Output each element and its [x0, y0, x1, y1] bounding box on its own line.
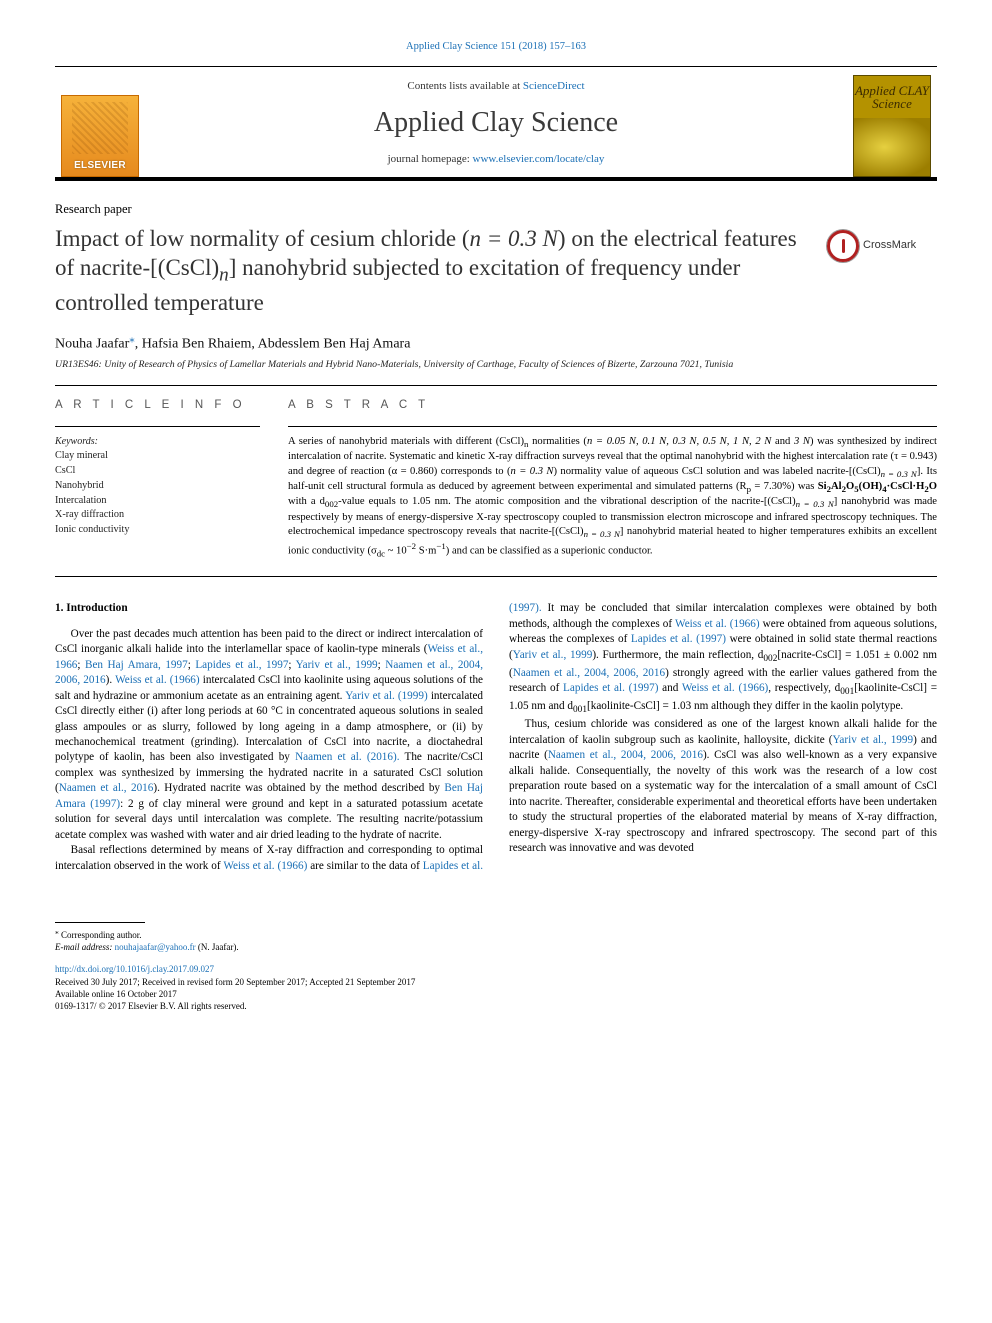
ref-link[interactable]: Lapides et al., 1997 — [195, 659, 288, 671]
para-3: Thus, cesium chloride was considered as … — [509, 717, 937, 856]
abstract-text: A series of nanohybrid materials with di… — [288, 435, 937, 560]
para-1: Over the past decades much attention has… — [55, 627, 483, 843]
authors-line: Nouha Jaafar⁎, Hafsia Ben Rhaiem, Abdess… — [55, 332, 937, 355]
ref-link[interactable]: Lapides et al. (1997) — [631, 633, 726, 645]
info-abstract-row: A R T I C L E I N F O Keywords: Clay min… — [55, 398, 937, 560]
masthead-center: Contents lists available at ScienceDirec… — [157, 73, 835, 176]
journal-cover-art — [854, 118, 930, 176]
journal-cover: Applied CLAY Science — [853, 75, 931, 177]
section-1-heading: 1. Introduction — [55, 601, 483, 617]
ref-link[interactable]: Naamen et al., 2004, 2006, 2016 — [513, 667, 665, 679]
author-1: Nouha Jaafar — [55, 336, 129, 351]
corresponding-author-note: ⁎ Corresponding author. — [55, 927, 937, 941]
contents-lists-prefix: Contents lists available at — [407, 80, 522, 92]
sciencedirect-link[interactable]: ScienceDirect — [523, 80, 585, 92]
rule-under-abstract-head — [288, 426, 937, 427]
ref-link[interactable]: Weiss et al. (1966) — [675, 618, 760, 630]
journal-cover-title: Applied CLAY Science — [854, 76, 930, 118]
ref-link[interactable]: Weiss et al. (1966) — [115, 674, 200, 686]
rule-above-info — [55, 385, 937, 386]
footer: ⁎ Corresponding author. E-mail address: … — [55, 922, 937, 1012]
body-columns: 1. Introduction Over the past decades mu… — [55, 601, 937, 874]
abstract-heading: A B S T R A C T — [288, 398, 937, 414]
affiliation: UR13ES46: Unity of Research of Physics o… — [55, 358, 937, 371]
issn-copyright: 0169-1317/ © 2017 Elsevier B.V. All righ… — [55, 1000, 937, 1012]
crossmark-label: CrossMark — [863, 238, 916, 253]
doi-link[interactable]: http://dx.doi.org/10.1016/j.clay.2017.09… — [55, 964, 214, 974]
running-header: Applied Clay Science 151 (2018) 157–163 — [55, 40, 937, 54]
ref-link[interactable]: Weiss et al. (1966) — [682, 682, 768, 694]
email-line: E-mail address: nouhajaafar@yahoo.fr (N.… — [55, 941, 937, 953]
crossmark-icon — [827, 230, 859, 262]
ref-link[interactable]: Yariv et al., 1999 — [832, 734, 913, 746]
paper-type: Research paper — [55, 201, 937, 218]
ref-link[interactable]: Ben Haj Amara, 1997 — [85, 659, 188, 671]
masthead: ELSEVIER Contents lists available at Sci… — [55, 66, 937, 180]
elsevier-logo: ELSEVIER — [61, 95, 139, 177]
journal-name: Applied Clay Science — [157, 104, 835, 142]
footer-rule — [55, 922, 145, 923]
keywords-list: Clay mineral CsCl Nanohybrid Intercalati… — [55, 449, 260, 538]
title-row: Impact of low normality of cesium chlori… — [55, 224, 937, 318]
article-title: Impact of low normality of cesium chlori… — [55, 224, 813, 318]
ref-link[interactable]: Naamen et al., 2004, 2006, 2016 — [548, 749, 703, 761]
ref-link[interactable]: Weiss et al. (1966) — [223, 860, 307, 872]
authors-rest: , Hafsia Ben Rhaiem, Abdesslem Ben Haj A… — [135, 336, 411, 351]
running-header-link[interactable]: Applied Clay Science 151 (2018) 157–163 — [406, 41, 586, 52]
elsevier-wordmark: ELSEVIER — [74, 157, 126, 176]
article-info-heading: A R T I C L E I N F O — [55, 398, 260, 414]
journal-homepage-prefix: journal homepage: — [388, 153, 473, 165]
rule-under-abstract — [55, 576, 937, 577]
ref-link[interactable]: Lapides et al. (1997) — [563, 682, 658, 694]
ref-link[interactable]: Naamen et al. (2016). — [295, 751, 399, 763]
publisher-logo-slot: ELSEVIER — [55, 73, 145, 176]
journal-homepage-link[interactable]: www.elsevier.com/locate/clay — [473, 153, 605, 165]
ref-link[interactable]: Yariv et al., 1999 — [296, 659, 378, 671]
abstract-col: A B S T R A C T A series of nanohybrid m… — [288, 398, 937, 560]
ref-link[interactable]: Yariv et al., 1999 — [513, 649, 593, 661]
journal-cover-slot: Applied CLAY Science — [847, 73, 937, 176]
crossmark-badge[interactable]: CrossMark — [827, 230, 937, 262]
ref-link[interactable]: Naamen et al., 2016 — [59, 782, 154, 794]
keywords-heading: Keywords: — [55, 435, 260, 449]
rule-under-info-head — [55, 426, 260, 427]
contents-lists-line: Contents lists available at ScienceDirec… — [157, 79, 835, 94]
journal-homepage-line: journal homepage: www.elsevier.com/locat… — [157, 152, 835, 167]
available-line: Available online 16 October 2017 — [55, 988, 937, 1000]
article-info-col: A R T I C L E I N F O Keywords: Clay min… — [55, 398, 260, 538]
received-line: Received 30 July 2017; Received in revis… — [55, 976, 937, 988]
ref-link[interactable]: Yariv et al. (1999) — [345, 690, 428, 702]
author-email-link[interactable]: nouhajaafar@yahoo.fr — [115, 942, 196, 952]
